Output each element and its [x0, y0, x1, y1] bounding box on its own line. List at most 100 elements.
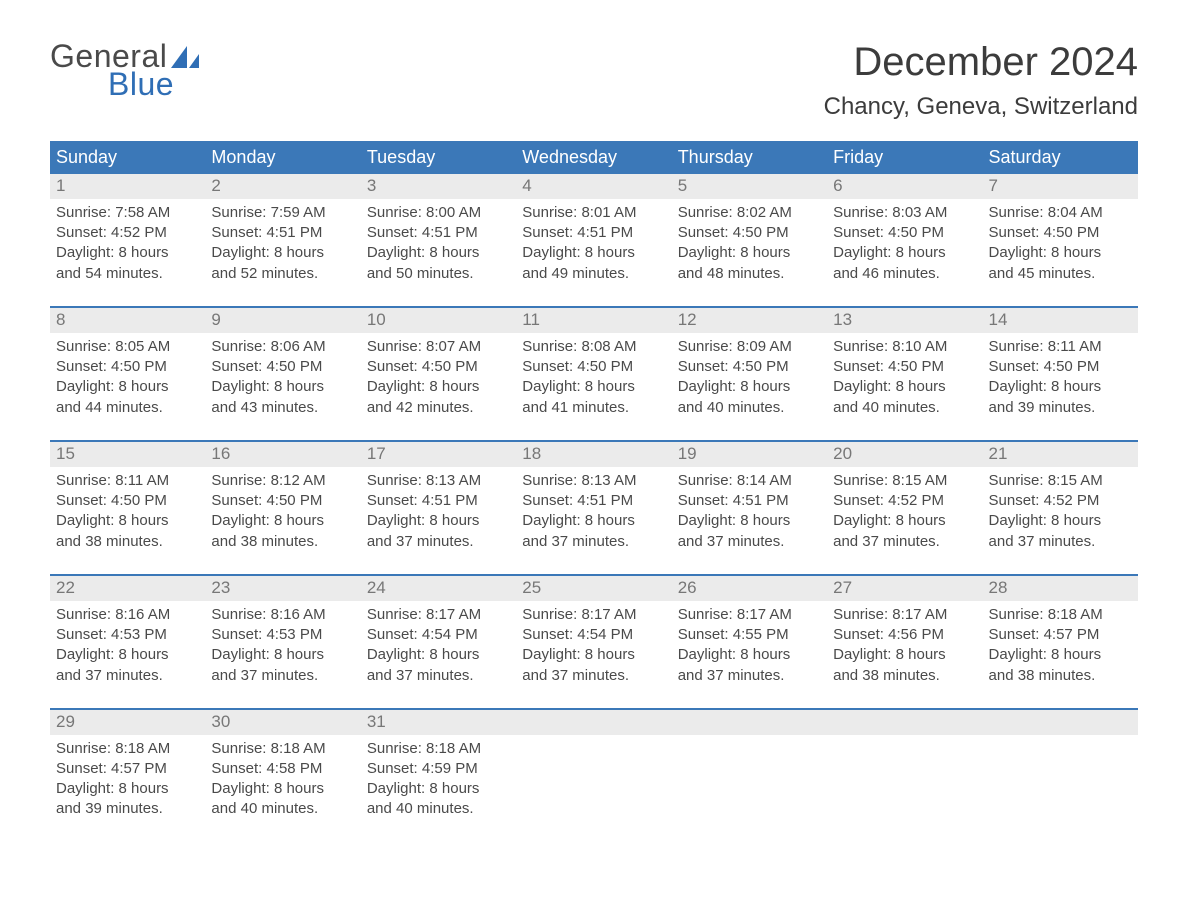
day-number: [989, 712, 994, 731]
sunrise-line: Sunrise: 8:07 AM: [367, 337, 510, 357]
day-number: 8: [56, 310, 65, 329]
day-body: [827, 735, 982, 745]
sunset-line: Sunset: 4:50 PM: [833, 357, 976, 377]
day-body: Sunrise: 8:15 AMSunset: 4:52 PMDaylight:…: [827, 467, 982, 558]
weekday-header: Sunday: [50, 141, 205, 174]
sunset-line: Sunset: 4:50 PM: [678, 223, 821, 243]
sunset-line: Sunset: 4:51 PM: [367, 223, 510, 243]
sunrise-line: Sunrise: 8:10 AM: [833, 337, 976, 357]
daylight-line-1: Daylight: 8 hours: [367, 377, 510, 397]
sunset-line: Sunset: 4:56 PM: [833, 625, 976, 645]
day-body: Sunrise: 8:04 AMSunset: 4:50 PMDaylight:…: [983, 199, 1138, 290]
title-block: December 2024 Chancy, Geneva, Switzerlan…: [824, 40, 1138, 121]
day-cell: 17Sunrise: 8:13 AMSunset: 4:51 PMDayligh…: [361, 442, 516, 558]
sunrise-line: Sunrise: 8:18 AM: [989, 605, 1132, 625]
day-body: Sunrise: 8:15 AMSunset: 4:52 PMDaylight:…: [983, 467, 1138, 558]
day-body: Sunrise: 8:00 AMSunset: 4:51 PMDaylight:…: [361, 199, 516, 290]
daylight-line-1: Daylight: 8 hours: [989, 377, 1132, 397]
day-number: 19: [678, 444, 697, 463]
day-cell: 24Sunrise: 8:17 AMSunset: 4:54 PMDayligh…: [361, 576, 516, 692]
week-row: 15Sunrise: 8:11 AMSunset: 4:50 PMDayligh…: [50, 440, 1138, 558]
daylight-line-1: Daylight: 8 hours: [678, 645, 821, 665]
day-number-row: 16: [205, 442, 360, 467]
sunset-line: Sunset: 4:51 PM: [211, 223, 354, 243]
day-number-row: 28: [983, 576, 1138, 601]
daylight-line-2: and 43 minutes.: [211, 398, 354, 418]
day-number: [522, 712, 527, 731]
day-number-row: 4: [516, 174, 671, 199]
day-cell: 1Sunrise: 7:58 AMSunset: 4:52 PMDaylight…: [50, 174, 205, 290]
day-body: [516, 735, 671, 745]
daylight-line-2: and 38 minutes.: [833, 666, 976, 686]
day-number-row: 12: [672, 308, 827, 333]
daylight-line-1: Daylight: 8 hours: [56, 243, 199, 263]
day-number: [678, 712, 683, 731]
daylight-line-1: Daylight: 8 hours: [56, 377, 199, 397]
day-body: Sunrise: 8:03 AMSunset: 4:50 PMDaylight:…: [827, 199, 982, 290]
day-number: 9: [211, 310, 220, 329]
day-number: 13: [833, 310, 852, 329]
day-number: 7: [989, 176, 998, 195]
daylight-line-1: Daylight: 8 hours: [211, 511, 354, 531]
daylight-line-1: Daylight: 8 hours: [833, 645, 976, 665]
day-cell: 15Sunrise: 8:11 AMSunset: 4:50 PMDayligh…: [50, 442, 205, 558]
day-number-row: 21: [983, 442, 1138, 467]
day-body: Sunrise: 8:17 AMSunset: 4:54 PMDaylight:…: [516, 601, 671, 692]
sunset-line: Sunset: 4:51 PM: [522, 491, 665, 511]
daylight-line-2: and 49 minutes.: [522, 264, 665, 284]
weekday-header: Wednesday: [516, 141, 671, 174]
daylight-line-1: Daylight: 8 hours: [211, 377, 354, 397]
day-body: [983, 735, 1138, 745]
day-cell: 27Sunrise: 8:17 AMSunset: 4:56 PMDayligh…: [827, 576, 982, 692]
day-cell: 11Sunrise: 8:08 AMSunset: 4:50 PMDayligh…: [516, 308, 671, 424]
day-body: Sunrise: 8:07 AMSunset: 4:50 PMDaylight:…: [361, 333, 516, 424]
daylight-line-2: and 37 minutes.: [522, 532, 665, 552]
sunset-line: Sunset: 4:52 PM: [989, 491, 1132, 511]
week-row: 22Sunrise: 8:16 AMSunset: 4:53 PMDayligh…: [50, 574, 1138, 692]
day-number-row: [516, 710, 671, 735]
day-number: 25: [522, 578, 541, 597]
daylight-line-1: Daylight: 8 hours: [833, 377, 976, 397]
day-body: Sunrise: 8:01 AMSunset: 4:51 PMDaylight:…: [516, 199, 671, 290]
day-number: 4: [522, 176, 531, 195]
sunset-line: Sunset: 4:57 PM: [56, 759, 199, 779]
day-cell: 8Sunrise: 8:05 AMSunset: 4:50 PMDaylight…: [50, 308, 205, 424]
daylight-line-2: and 37 minutes.: [367, 666, 510, 686]
day-number-row: 14: [983, 308, 1138, 333]
day-number: 3: [367, 176, 376, 195]
daylight-line-2: and 37 minutes.: [833, 532, 976, 552]
day-body: Sunrise: 8:10 AMSunset: 4:50 PMDaylight:…: [827, 333, 982, 424]
day-number: 11: [522, 310, 540, 329]
daylight-line-2: and 40 minutes.: [367, 799, 510, 819]
day-number-row: 17: [361, 442, 516, 467]
sunrise-line: Sunrise: 8:08 AM: [522, 337, 665, 357]
day-cell: 18Sunrise: 8:13 AMSunset: 4:51 PMDayligh…: [516, 442, 671, 558]
sunrise-line: Sunrise: 8:17 AM: [522, 605, 665, 625]
sunrise-line: Sunrise: 8:13 AM: [522, 471, 665, 491]
day-cell: 22Sunrise: 8:16 AMSunset: 4:53 PMDayligh…: [50, 576, 205, 692]
daylight-line-1: Daylight: 8 hours: [56, 779, 199, 799]
day-body: Sunrise: 8:16 AMSunset: 4:53 PMDaylight:…: [205, 601, 360, 692]
daylight-line-1: Daylight: 8 hours: [211, 243, 354, 263]
day-body: Sunrise: 8:14 AMSunset: 4:51 PMDaylight:…: [672, 467, 827, 558]
day-cell: 14Sunrise: 8:11 AMSunset: 4:50 PMDayligh…: [983, 308, 1138, 424]
daylight-line-1: Daylight: 8 hours: [678, 511, 821, 531]
sunset-line: Sunset: 4:53 PM: [56, 625, 199, 645]
daylight-line-2: and 42 minutes.: [367, 398, 510, 418]
sunset-line: Sunset: 4:52 PM: [833, 491, 976, 511]
day-body: Sunrise: 8:11 AMSunset: 4:50 PMDaylight:…: [50, 467, 205, 558]
day-body: Sunrise: 8:13 AMSunset: 4:51 PMDaylight:…: [361, 467, 516, 558]
day-number-row: 15: [50, 442, 205, 467]
day-number-row: 22: [50, 576, 205, 601]
week-row: 1Sunrise: 7:58 AMSunset: 4:52 PMDaylight…: [50, 174, 1138, 290]
sunset-line: Sunset: 4:50 PM: [56, 491, 199, 511]
day-body: [672, 735, 827, 745]
daylight-line-1: Daylight: 8 hours: [522, 645, 665, 665]
day-number-row: 7: [983, 174, 1138, 199]
daylight-line-2: and 39 minutes.: [989, 398, 1132, 418]
daylight-line-1: Daylight: 8 hours: [56, 511, 199, 531]
day-cell: 7 Sunrise: 8:04 AMSunset: 4:50 PMDaylight…: [983, 174, 1138, 290]
weeks-container: 1Sunrise: 7:58 AMSunset: 4:52 PMDaylight…: [50, 174, 1138, 826]
daylight-line-1: Daylight: 8 hours: [522, 511, 665, 531]
day-cell: [983, 710, 1138, 826]
